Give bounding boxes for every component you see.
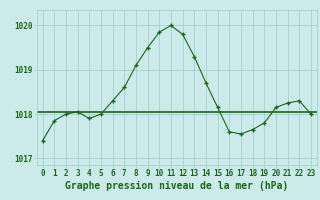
X-axis label: Graphe pression niveau de la mer (hPa): Graphe pression niveau de la mer (hPa) xyxy=(65,181,288,191)
